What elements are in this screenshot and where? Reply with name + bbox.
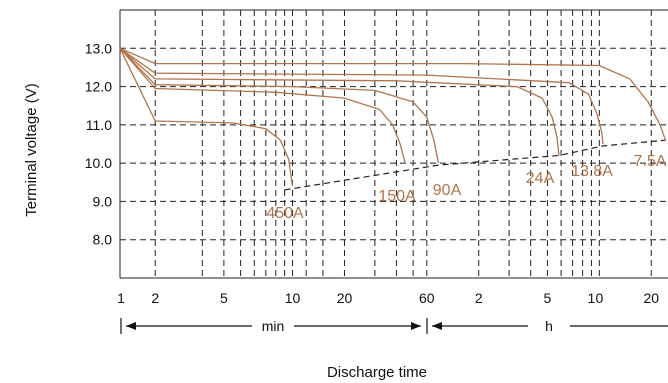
- x-tick-label: 1: [117, 290, 125, 306]
- grid-layer: [120, 10, 668, 278]
- discharge-curve-13-8A: [119, 47, 604, 145]
- label-layer: 450A 150A 90A 24A 13.8A 7.5A: [266, 153, 666, 222]
- series-label-24A: 24A: [526, 170, 555, 187]
- x-tick-label: 20: [643, 290, 659, 306]
- discharge-curve-450A: [119, 48, 294, 187]
- y-tick-label: 11.0: [86, 117, 112, 133]
- series-label-450A: 450A: [266, 205, 304, 222]
- discharge-curve-90A: [119, 47, 440, 164]
- h-range-arrowhead-left: [432, 322, 442, 330]
- y-tick-label: 13.0: [85, 40, 112, 56]
- y-tick-labels: 8.0 9.0 10.0 11.0 12.0 13.0: [85, 40, 112, 247]
- x-tick-label: 2: [151, 290, 159, 306]
- x-axis-title: Discharge time: [327, 364, 427, 381]
- x-tick-label: 20: [337, 290, 353, 306]
- series-label-90A: 90A: [433, 182, 462, 199]
- x-tick-label: 2: [475, 290, 483, 306]
- min-range-arrowhead-right: [411, 322, 421, 330]
- series-label-7-5A: 7.5A: [634, 153, 667, 170]
- discharge-curve-150A: [119, 47, 406, 164]
- series-label-13-8A: 13.8A: [571, 163, 613, 180]
- curve-layer: [119, 47, 667, 191]
- y-tick-label: 10.0: [85, 155, 112, 171]
- y-axis-title: Terminal voltage (V): [23, 83, 40, 216]
- y-tick-label: 12.0: [85, 79, 112, 95]
- y-tick-label: 8.0: [93, 232, 113, 248]
- x-tick-label: 5: [544, 290, 552, 306]
- y-tick-label: 9.0: [93, 193, 113, 209]
- min-range-label: min: [262, 318, 285, 334]
- discharge-curve-7-5A: [119, 47, 667, 141]
- x-tick-label: 60: [419, 290, 435, 306]
- x-tick-label: 0: [595, 290, 603, 306]
- discharge-curve-24A: [119, 47, 560, 156]
- x-tick-label: 1: [588, 290, 596, 306]
- series-label-150A: 150A: [378, 188, 416, 205]
- h-range-label: h: [545, 318, 553, 334]
- x-tick-label: 5: [220, 290, 228, 306]
- cutoff-voltage-line: [284, 139, 666, 191]
- x-tick-labels: 1 2 5 10 20 60 2 5 1 0 20: [117, 290, 659, 306]
- x-tick-label: 10: [285, 290, 301, 306]
- min-range-arrowhead-left: [126, 322, 136, 330]
